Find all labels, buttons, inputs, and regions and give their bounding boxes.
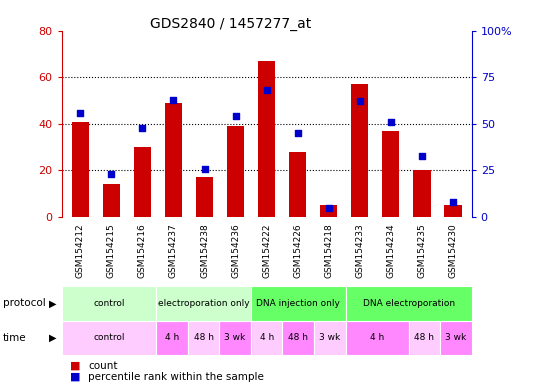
Text: GSM154230: GSM154230 bbox=[449, 223, 458, 278]
Bar bbox=[251, 321, 282, 355]
Bar bbox=[413, 170, 430, 217]
Bar bbox=[103, 184, 120, 217]
Text: GSM154215: GSM154215 bbox=[107, 223, 116, 278]
Point bbox=[200, 166, 209, 172]
Bar bbox=[165, 103, 182, 217]
Point bbox=[169, 96, 178, 103]
Text: GSM154233: GSM154233 bbox=[355, 223, 364, 278]
Point bbox=[418, 152, 426, 159]
Point bbox=[76, 109, 85, 116]
Text: electroporation only: electroporation only bbox=[158, 299, 249, 308]
Text: GSM154226: GSM154226 bbox=[293, 223, 302, 278]
Text: GSM154235: GSM154235 bbox=[418, 223, 427, 278]
Text: DNA injection only: DNA injection only bbox=[256, 299, 340, 308]
Point bbox=[293, 130, 302, 136]
Point bbox=[386, 119, 395, 125]
Text: protocol: protocol bbox=[3, 298, 46, 308]
Bar bbox=[382, 131, 399, 217]
Text: ▶: ▶ bbox=[49, 298, 56, 308]
Text: percentile rank within the sample: percentile rank within the sample bbox=[88, 372, 264, 382]
Text: GSM154237: GSM154237 bbox=[169, 223, 178, 278]
Bar bbox=[440, 321, 472, 355]
Text: GSM154216: GSM154216 bbox=[138, 223, 147, 278]
Bar bbox=[188, 321, 219, 355]
Point bbox=[324, 205, 333, 211]
Text: GDS2840 / 1457277_at: GDS2840 / 1457277_at bbox=[150, 17, 311, 31]
Text: 4 h: 4 h bbox=[165, 333, 179, 343]
Text: time: time bbox=[3, 333, 26, 343]
Bar bbox=[219, 321, 251, 355]
Bar bbox=[346, 286, 472, 321]
Bar bbox=[196, 177, 213, 217]
Point bbox=[138, 124, 147, 131]
Text: GSM154218: GSM154218 bbox=[324, 223, 333, 278]
Text: ■: ■ bbox=[70, 361, 80, 371]
Text: 3 wk: 3 wk bbox=[225, 333, 245, 343]
Text: 3 wk: 3 wk bbox=[445, 333, 466, 343]
Bar bbox=[351, 84, 368, 217]
Text: control: control bbox=[93, 299, 125, 308]
Text: 48 h: 48 h bbox=[288, 333, 308, 343]
Text: ■: ■ bbox=[70, 372, 80, 382]
Text: count: count bbox=[88, 361, 118, 371]
Text: ▶: ▶ bbox=[49, 333, 56, 343]
Point bbox=[449, 199, 457, 205]
Bar bbox=[444, 205, 461, 217]
Bar bbox=[258, 61, 275, 217]
Bar bbox=[227, 126, 244, 217]
Bar bbox=[157, 321, 188, 355]
Text: 48 h: 48 h bbox=[193, 333, 213, 343]
Text: GSM154212: GSM154212 bbox=[76, 223, 85, 278]
Bar bbox=[314, 321, 346, 355]
Bar bbox=[320, 205, 337, 217]
Bar bbox=[289, 152, 306, 217]
Text: GSM154238: GSM154238 bbox=[200, 223, 209, 278]
Point bbox=[107, 171, 116, 177]
Point bbox=[355, 98, 364, 104]
Text: GSM154234: GSM154234 bbox=[386, 223, 396, 278]
Text: GSM154236: GSM154236 bbox=[231, 223, 240, 278]
Point bbox=[263, 87, 271, 93]
Text: control: control bbox=[93, 333, 125, 343]
Bar bbox=[251, 286, 346, 321]
Text: 3 wk: 3 wk bbox=[319, 333, 340, 343]
Point bbox=[232, 113, 240, 119]
Bar bbox=[62, 286, 157, 321]
Text: DNA electroporation: DNA electroporation bbox=[362, 299, 455, 308]
Text: 48 h: 48 h bbox=[414, 333, 434, 343]
Bar bbox=[346, 321, 408, 355]
Bar bbox=[282, 321, 314, 355]
Bar bbox=[134, 147, 151, 217]
Bar bbox=[62, 321, 157, 355]
Text: 4 h: 4 h bbox=[259, 333, 274, 343]
Text: GSM154222: GSM154222 bbox=[262, 223, 271, 278]
Bar bbox=[408, 321, 440, 355]
Text: 4 h: 4 h bbox=[370, 333, 384, 343]
Bar bbox=[72, 121, 89, 217]
Bar bbox=[157, 286, 251, 321]
